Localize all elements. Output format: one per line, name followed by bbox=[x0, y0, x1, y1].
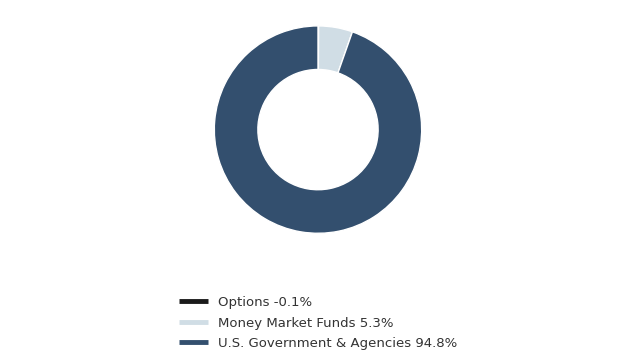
Wedge shape bbox=[319, 26, 352, 73]
Legend: Options -0.1%, Money Market Funds 5.3%, U.S. Government & Agencies 94.8%: Options -0.1%, Money Market Funds 5.3%, … bbox=[179, 296, 457, 350]
Wedge shape bbox=[318, 26, 319, 69]
Wedge shape bbox=[214, 26, 422, 233]
